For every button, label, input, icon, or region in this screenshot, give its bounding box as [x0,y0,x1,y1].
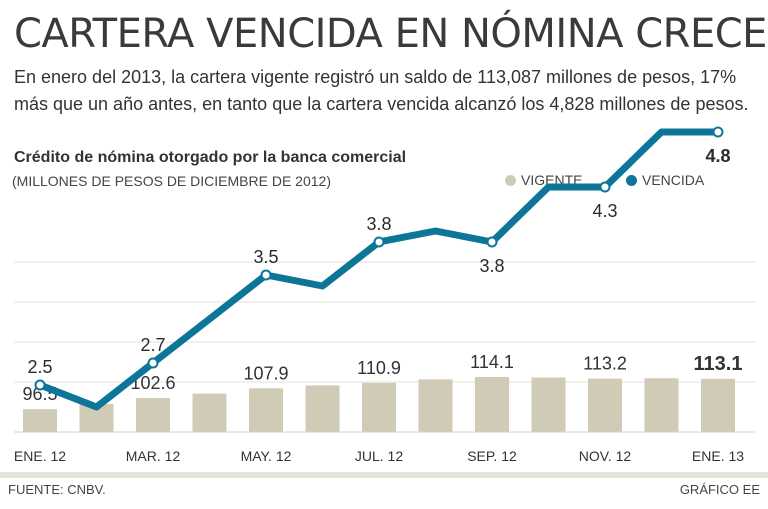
footer-rule [0,472,768,478]
marker-vencida-4 [260,269,272,281]
legend-vencida: VENCIDA [626,172,704,188]
bar-label-vigente-4: 107.9 [243,363,288,383]
legend-vencida-dot-icon [626,174,637,186]
bar-label-vigente-10: 113.2 [583,354,627,374]
intro-paragraph: En enero del 2013, la cartera vigente re… [14,67,749,114]
marker-vencida-12 [712,126,724,138]
x-tick-label-6: ENE. 13 [692,448,744,464]
credit-note: GRÁFICO EE [679,482,760,497]
marker-vencida-10 [599,181,611,193]
bar-label-vigente-12: 113.1 [694,353,743,375]
marker-vencida-6 [373,236,385,248]
bar-vigente-7 [418,379,453,432]
legend-vencida-label: VENCIDA [642,172,705,188]
bar-vigente-9 [531,377,566,432]
line-label-vencida-0: 2.5 [27,357,52,377]
bar-vigente-10 [588,378,622,432]
bar-label-vigente-8: 114.1 [470,352,514,372]
chart-title: CARTERA VENCIDA EN NÓMINA CRECE [14,11,767,57]
line-label-vencida-2: 2.7 [140,335,165,355]
line-label-vencida-8: 3.8 [479,256,504,276]
bar-vigente-8 [475,376,509,432]
line-label-vencida-4: 3.5 [253,247,278,267]
bar-vigente-2 [136,397,170,432]
line-label-vencida-10: 4.3 [592,201,617,221]
x-tick-label-1: MAR. 12 [126,448,181,464]
marker-vencida-8 [486,236,498,248]
marker-vencida-2 [147,357,159,369]
bar-vigente-3 [192,393,227,432]
x-tick-label-3: JUL. 12 [355,448,403,464]
line-label-vencida-6: 3.8 [366,214,391,234]
chart-subtitle: Crédito de nómina otorgado por la banca … [14,149,407,166]
x-tick-label-4: SEP. 12 [467,448,517,464]
bar-vigente-4 [249,388,283,432]
x-tick-label-5: NOV. 12 [579,448,632,464]
bar-vigente-0 [23,409,57,432]
bar-label-vigente-6: 110.9 [357,358,401,378]
legend-vigente-dot-icon [505,174,516,186]
line-label-vencida-12: 4.8 [705,146,730,166]
source-note: FUENTE: CNBV. [8,482,106,497]
bar-vigente-5 [305,385,340,432]
chart-units: (MILLONES DE PESOS DE DICIEMBRE DE 2012) [12,173,331,189]
x-tick-label-2: MAY. 12 [241,448,292,464]
bar-vigente-12 [701,378,735,432]
bar-vigente-6 [362,382,396,432]
x-tick-label-0: ENE. 12 [14,448,66,464]
marker-vencida-0 [34,379,46,391]
bar-vigente-11 [644,378,679,432]
bar-label-vigente-2: 102.6 [130,373,175,393]
